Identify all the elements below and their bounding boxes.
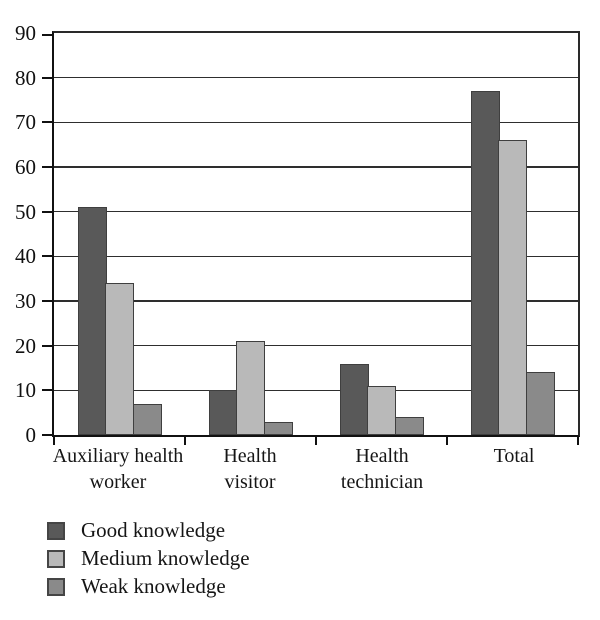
bar-group xyxy=(316,33,447,435)
y-axis-tick-label: 90 xyxy=(15,21,36,45)
y-axis-tick xyxy=(42,210,54,213)
gridline xyxy=(54,255,578,258)
bar-good-knowledge xyxy=(470,91,500,435)
bar-weak-knowledge xyxy=(263,421,293,435)
y-axis-tick-label: 10 xyxy=(15,378,36,403)
x-axis-label-line: Health xyxy=(355,445,409,467)
bar-medium-knowledge xyxy=(105,283,134,435)
y-axis-tick-label: 40 xyxy=(15,244,36,269)
y-axis-tick xyxy=(42,255,54,258)
x-axis-category-label: Total xyxy=(448,443,580,469)
bar-medium-knowledge xyxy=(498,140,527,435)
x-axis-label-line: worker xyxy=(89,471,147,493)
gridline xyxy=(54,166,578,168)
x-axis-tick xyxy=(577,437,579,445)
legend-item: Medium knowledge xyxy=(47,546,250,570)
gridline xyxy=(54,300,578,302)
legend-swatch-icon xyxy=(47,549,65,568)
plot-area: 0 10 20 30 40 50 60 70 80 90 xyxy=(15,22,580,446)
y-axis-tick-label: 70 xyxy=(15,110,36,135)
legend-item: Weak knowledge xyxy=(47,574,250,598)
y-axis-tick xyxy=(42,389,54,392)
gridline xyxy=(54,210,578,213)
x-axis-category-label: Auxiliary health worker xyxy=(52,443,184,495)
legend-swatch-icon xyxy=(47,577,65,596)
x-axis-label-line: Total xyxy=(493,445,535,467)
x-axis-label-line: Health xyxy=(223,445,277,467)
gridline xyxy=(54,389,578,392)
y-axis-tick xyxy=(42,344,54,347)
x-axis-labels: Auxiliary health worker Health visitor Healt… xyxy=(52,443,580,503)
x-axis-tick xyxy=(446,437,448,445)
bar-weak-knowledge xyxy=(525,372,555,435)
bar-medium-knowledge xyxy=(367,385,396,435)
legend-label: Medium knowledge xyxy=(81,546,250,570)
x-axis-tick xyxy=(53,437,55,445)
legend-swatch-icon xyxy=(47,521,65,540)
legend-label: Good knowledge xyxy=(81,518,226,542)
x-axis-label-line: visitor xyxy=(224,471,276,493)
bar-weak-knowledge xyxy=(394,417,424,435)
gridline xyxy=(54,121,578,124)
legend-label: Weak knowledge xyxy=(81,574,226,598)
x-axis-category-label: Health visitor xyxy=(184,443,316,495)
bar-good-knowledge xyxy=(339,363,369,435)
bar-weak-knowledge xyxy=(132,403,162,435)
x-axis-tick xyxy=(315,437,317,445)
y-axis-tick xyxy=(42,434,54,436)
gridline xyxy=(54,76,578,79)
bar-group xyxy=(185,33,316,435)
y-axis-tick xyxy=(42,34,54,36)
y-axis-tick-label: 50 xyxy=(15,199,36,224)
y-axis-tick xyxy=(42,166,54,168)
x-axis-label-line: technician xyxy=(340,471,424,493)
bar-good-knowledge xyxy=(77,207,107,435)
y-axis-tick xyxy=(42,300,54,302)
y-axis-tick-label: 20 xyxy=(15,333,36,358)
y-axis-tick-label: 0 xyxy=(25,423,37,447)
x-axis-tick xyxy=(184,437,186,445)
bar-medium-knowledge xyxy=(236,341,265,435)
y-axis-tick-label: 30 xyxy=(15,289,36,313)
legend-item: Good knowledge xyxy=(47,518,250,542)
legend: Good knowledge Medium knowledge Weak knowl… xyxy=(47,518,250,605)
bar-group xyxy=(447,33,578,435)
y-axis-tick xyxy=(42,76,54,79)
y-axis-tick-label: 60 xyxy=(15,155,36,179)
gridline xyxy=(54,344,578,347)
x-axis-category-label: Health technician xyxy=(316,443,448,495)
bar-group xyxy=(54,33,185,435)
x-axis-label-line: Auxiliary health xyxy=(52,445,184,467)
bar-good-knowledge xyxy=(208,390,238,435)
y-axis-tick-label: 80 xyxy=(15,65,36,90)
y-axis-tick xyxy=(42,121,54,124)
